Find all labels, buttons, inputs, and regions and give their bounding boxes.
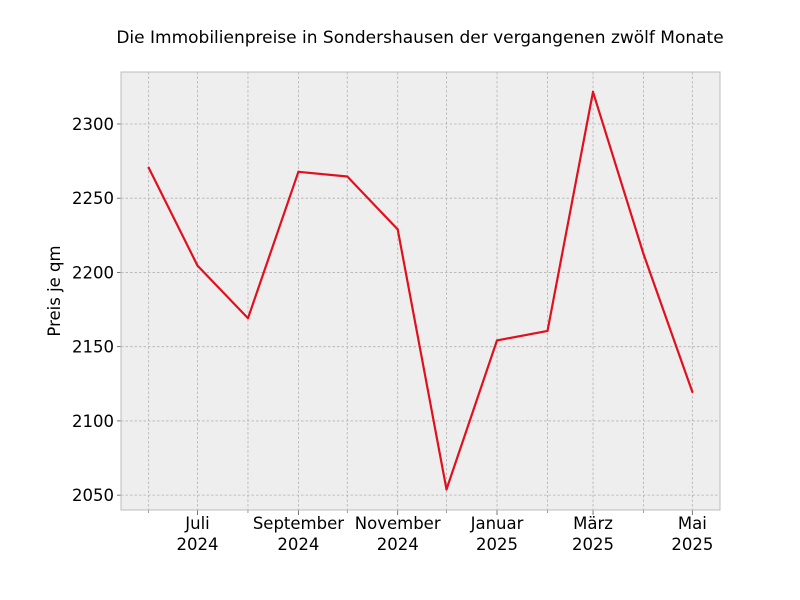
y-tick-label: 2300 — [72, 115, 114, 134]
x-tick-label-year: 2025 — [476, 535, 518, 554]
data-point — [642, 252, 645, 256]
x-tick-label-month: Juli — [184, 514, 210, 533]
x-tick-label-month: März — [573, 514, 613, 533]
data-point — [591, 90, 595, 93]
y-tick-label: 2200 — [72, 263, 114, 282]
x-tick-label-month: Januar — [470, 514, 524, 533]
plot-area — [121, 72, 720, 510]
y-tick-label: 2150 — [72, 338, 114, 357]
x-tick-label-month: September — [253, 514, 344, 533]
data-point — [495, 339, 499, 342]
grid — [121, 72, 720, 510]
y-tick-label: 2050 — [72, 486, 114, 505]
x-tick-label-year: 2024 — [377, 535, 419, 554]
data-point — [346, 175, 349, 178]
series-group — [147, 90, 694, 491]
series-line — [147, 90, 694, 491]
data-point — [396, 228, 399, 231]
data-point — [246, 317, 250, 320]
x-tick-label-year: 2025 — [572, 535, 614, 554]
x-tick-label-month: Mai — [678, 514, 707, 533]
x-tick-label-year: 2025 — [671, 535, 713, 554]
x-tick-label-year: 2024 — [277, 535, 319, 554]
x-tick-label-year: 2024 — [177, 535, 219, 554]
plot-frame — [120, 71, 721, 511]
data-point — [297, 170, 300, 173]
y-tick-label: 2250 — [72, 189, 114, 208]
y-axis-label: Preis je qm — [45, 245, 64, 336]
x-tick-label-month: November — [355, 514, 441, 533]
axis-ticks: 2050 2100 2150 2200 2250 2300 Juli 2024 Septembe… — [72, 115, 713, 554]
data-point — [691, 390, 694, 393]
data-point — [445, 488, 448, 491]
chart-title: Die Immobilienpreise in Sondershausen de… — [116, 28, 723, 48]
data-point — [147, 166, 150, 169]
y-tick-label: 2100 — [72, 412, 114, 431]
data-point — [546, 329, 549, 333]
data-point — [196, 264, 199, 267]
